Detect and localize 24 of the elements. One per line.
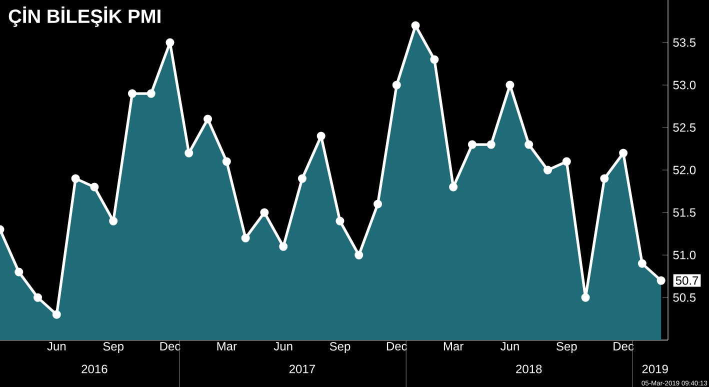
annotation: 50.7 xyxy=(676,276,698,285)
x-tick-label: Dec xyxy=(160,342,180,350)
chart-title: ÇİN BİLEŞİK PMI xyxy=(8,6,160,27)
y-tick-label: 51.0 xyxy=(673,250,696,260)
x-tick-label: Mar xyxy=(217,342,237,350)
x-tick-label: Dec xyxy=(386,342,408,350)
y-tick-label: 53.0 xyxy=(673,80,696,90)
x-tick-label: Jun xyxy=(274,342,292,350)
text: 2016 xyxy=(82,364,108,374)
x-tick-label: Dec xyxy=(614,342,634,350)
y-tick-label: 52.5 xyxy=(673,123,696,132)
x-tick-label: Jun xyxy=(500,342,519,350)
y-tick-label: 51.5 xyxy=(673,208,696,217)
y-tick-label: 53.5 xyxy=(673,38,696,47)
text: 2018 xyxy=(516,364,542,374)
x-tick-label: Sep xyxy=(556,342,577,353)
text: 2017 xyxy=(289,364,315,374)
x-tick-label: Sep xyxy=(103,342,124,353)
y-tick-label: 50.5 xyxy=(673,293,696,302)
x-tick-label: Mar xyxy=(444,342,464,350)
y-tick-label: 52.0 xyxy=(673,166,696,174)
x-tick-label: Sep xyxy=(330,342,350,353)
text: 2019 xyxy=(642,364,668,374)
x-tick-label: Jun xyxy=(47,342,66,350)
